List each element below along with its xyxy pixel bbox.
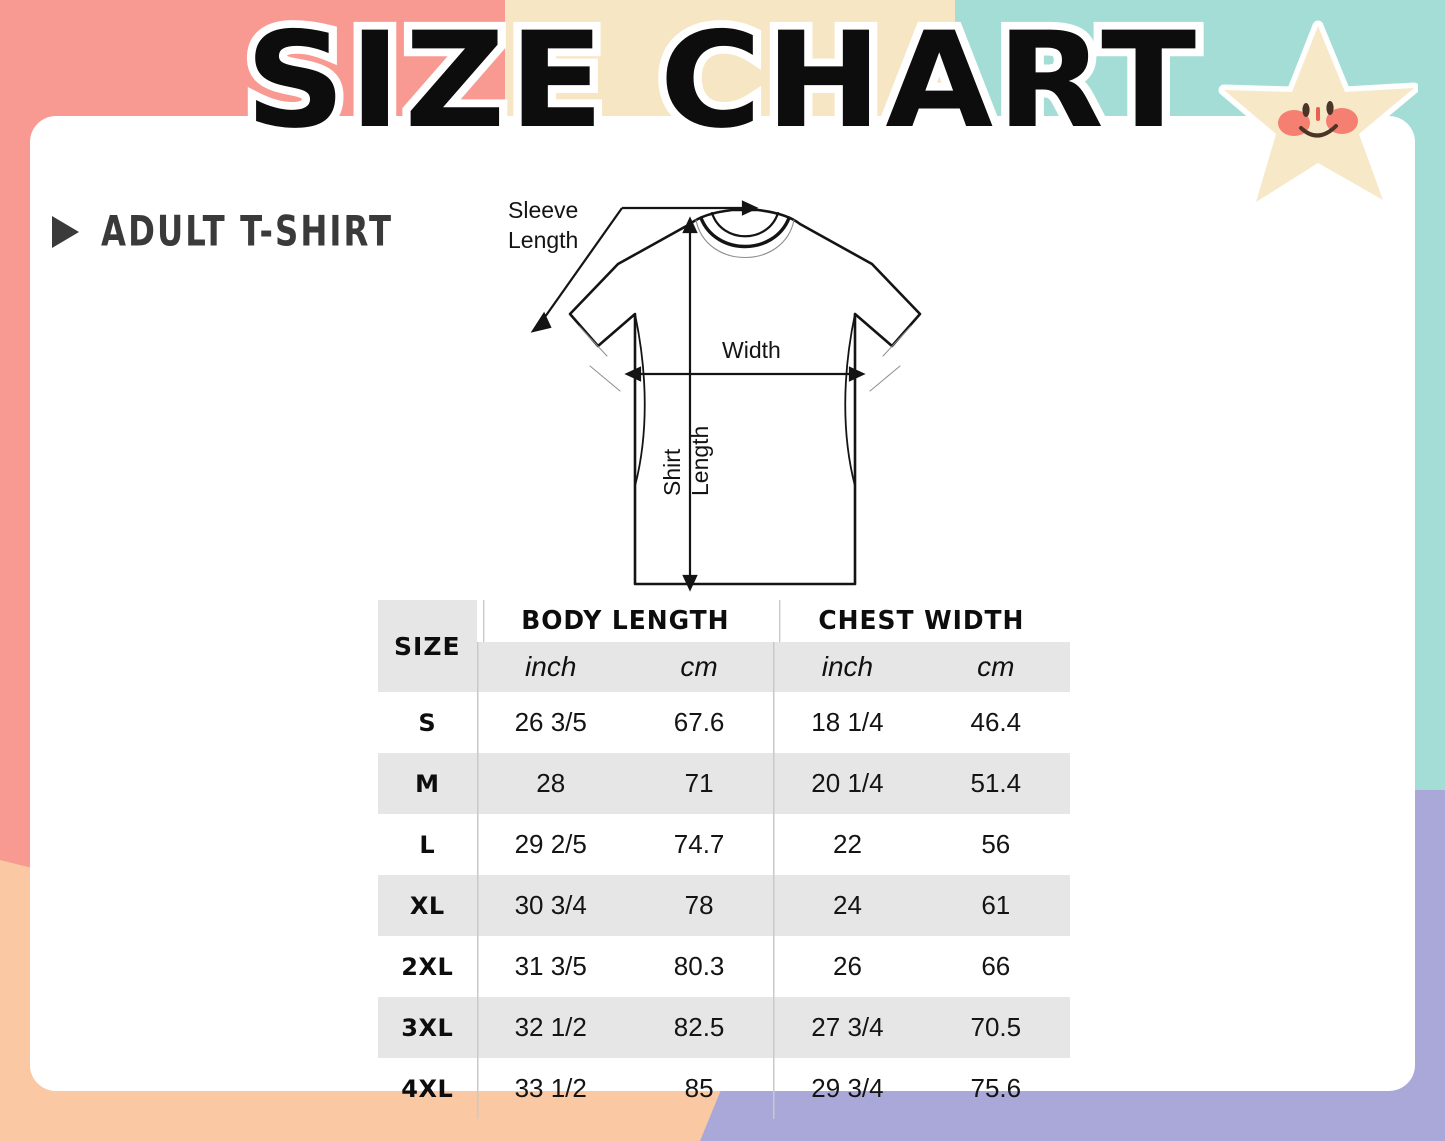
cell-body-length-cm: 82.5 <box>624 997 774 1058</box>
cell-size: 2XL <box>401 952 454 981</box>
cell-body-length-inch: 32 1/2 <box>476 997 625 1058</box>
header-group-chest-width: CHEST WIDTH <box>779 600 1065 642</box>
cell-chest-width-cm: 46.4 <box>970 707 1022 737</box>
table-row: L 29 2/5 74.7 22 56 <box>378 814 1070 875</box>
cell-body-length-cm: 80.3 <box>673 951 725 981</box>
table-row: S 26 3/5 67.6 18 1/4 46.4 <box>378 692 1070 753</box>
cell-size: L <box>419 830 436 859</box>
cell-chest-width-cm: 56 <box>981 829 1011 859</box>
cell-body-length-inch: 28 <box>476 753 625 814</box>
cell-chest-width-inch: 24 <box>773 875 922 936</box>
triangle-right-icon <box>52 216 79 248</box>
cell-chest-width-inch: 26 <box>773 936 921 997</box>
table-header-row-units: inch cm inch cm <box>378 642 1070 692</box>
tshirt-measurement-diagram: Sleeve Length Width Shirt Length <box>508 197 922 592</box>
cell-chest-width-inch: 29 3/4 <box>773 1058 921 1119</box>
header-unit-body-cm: cm <box>624 642 774 692</box>
table-head: SIZE BODY LENGTH CHEST WIDTH inch cm inc… <box>378 600 1070 692</box>
cell-chest-width-inch: 20 1/4 <box>773 753 922 814</box>
sleeve-length-label-line2: Length <box>508 227 578 253</box>
cell-chest-width-cm: 66 <box>981 951 1011 981</box>
cell-body-length-inch: 26 3/5 <box>477 692 625 753</box>
cell-body-length-inch: 29 2/5 <box>477 814 625 875</box>
cell-chest-width-cm: 61 <box>921 875 1070 936</box>
cell-chest-width-inch: 18 1/4 <box>773 692 921 753</box>
header-size: SIZE <box>378 600 477 692</box>
table-row: 4XL 33 1/2 85 29 3/4 75.6 <box>378 1058 1070 1119</box>
cell-size: M <box>378 753 477 814</box>
cell-body-length-inch: 33 1/2 <box>477 1058 625 1119</box>
table-header-row-groups: SIZE BODY LENGTH CHEST WIDTH <box>378 600 1070 692</box>
cell-chest-width-cm: 75.6 <box>970 1073 1022 1103</box>
header-unit-chest-inch: inch <box>773 642 922 692</box>
table-row: XL 30 3/4 78 24 61 <box>378 875 1070 936</box>
cell-body-length-cm: 71 <box>624 753 774 814</box>
cell-body-length-inch: 31 3/5 <box>477 936 625 997</box>
cell-chest-width-cm: 51.4 <box>921 753 1070 814</box>
cell-body-length-cm: 74.7 <box>673 829 725 859</box>
cell-body-length-cm: 78 <box>624 875 774 936</box>
table-body: S 26 3/5 67.6 18 1/4 46.4 M 28 71 20 1/4 51.4 L 29 … <box>378 692 1070 1119</box>
table-row: 3XL 32 1/2 82.5 27 3/4 70.5 <box>378 997 1070 1058</box>
section-heading-label: ADULT T-SHIRT <box>101 207 394 257</box>
cell-chest-width-inch: 27 3/4 <box>773 997 922 1058</box>
smiling-star-icon <box>1218 20 1418 208</box>
header-group-body-length: BODY LENGTH <box>482 600 768 642</box>
cell-body-length-cm: 67.6 <box>673 707 725 737</box>
width-label: Width <box>722 337 781 363</box>
size-chart-table: SIZE BODY LENGTH CHEST WIDTH inch cm inc… <box>378 600 1070 1119</box>
cell-size: XL <box>378 875 477 936</box>
cell-chest-width-cm: 70.5 <box>921 997 1070 1058</box>
section-heading: ADULT T-SHIRT <box>52 208 409 256</box>
header-unit-chest-cm: cm <box>921 642 1070 692</box>
cell-size: 4XL <box>401 1074 454 1103</box>
header-unit-body-inch: inch <box>476 642 625 692</box>
shirt-length-label-line2: Length <box>687 426 713 496</box>
table-row: 2XL 31 3/5 80.3 26 66 <box>378 936 1070 997</box>
cell-size: S <box>418 708 437 737</box>
cell-body-length-cm: 85 <box>684 1073 714 1103</box>
table-row: M 28 71 20 1/4 51.4 <box>378 753 1070 814</box>
shirt-length-label-line1: Shirt <box>659 448 685 496</box>
sleeve-length-label-line1: Sleeve <box>508 197 578 223</box>
cell-body-length-inch: 30 3/4 <box>476 875 625 936</box>
cell-size: 3XL <box>378 997 477 1058</box>
bg-joint-peach-periwinkle <box>680 1080 770 1141</box>
bg-block-cream <box>505 0 955 120</box>
cell-chest-width-inch: 22 <box>773 814 921 875</box>
